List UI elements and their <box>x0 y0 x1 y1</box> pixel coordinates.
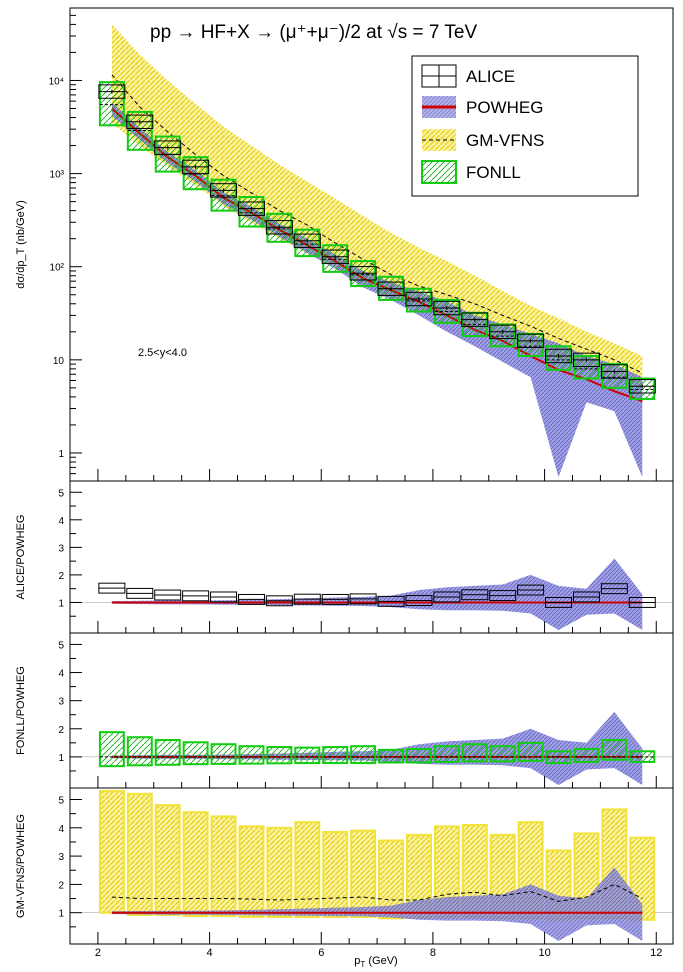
y-tick-label: 1 <box>58 909 64 920</box>
fonll-ratio-box <box>433 745 460 763</box>
gmvfns-ratio-box <box>238 825 265 918</box>
gmvfns-ratio-box <box>182 811 209 918</box>
fonll-box <box>545 345 572 371</box>
y-tick-label: 2 <box>58 725 64 736</box>
y-tick-label: 5 <box>58 488 64 499</box>
fonll-box <box>517 332 544 357</box>
fonll-ratio-box <box>154 739 181 766</box>
y-tick-label: 1 <box>58 598 64 609</box>
y-tick-label: 10³ <box>50 170 65 181</box>
fonll-box <box>601 363 628 389</box>
y-axis-label-panel-1: ALICE/POWHEG <box>15 515 27 600</box>
gmvfns-ratio-box <box>98 790 125 914</box>
powheg-band <box>111 102 643 478</box>
legend-item-gmvfns: GM-VFNS <box>422 129 544 151</box>
fonll-ratio-box <box>322 746 349 765</box>
fonll-box <box>98 81 125 127</box>
gmvfns-band <box>111 24 643 388</box>
y-tick-label: 10⁴ <box>49 76 64 87</box>
fonll-ratio-box <box>517 741 544 762</box>
panel-3-axes: 1 2 3 4 5 GM-VFNS/POWHEG <box>15 787 674 945</box>
fonll-box <box>489 323 516 348</box>
x-tick-label: 2 <box>95 947 101 959</box>
x-tick-label: 6 <box>318 947 324 959</box>
y-axis-label-panel-3: GM-VFNS/POWHEG <box>15 814 27 918</box>
y-tick-label: 3 <box>58 543 64 554</box>
x-tick-label: 10 <box>538 947 550 959</box>
gmvfns-ratio-box <box>210 815 237 918</box>
fonll-ratio-box <box>238 745 265 765</box>
legend-item-powheg: POWHEG <box>422 96 543 118</box>
x-tick-label: 4 <box>207 947 213 959</box>
legend-label-gmvfns: GM-VFNS <box>466 131 544 150</box>
gmvfns-ratio-line <box>111 883 643 902</box>
legend-item-alice: ALICE <box>421 64 515 88</box>
gmvfns-ratio-box <box>266 826 293 918</box>
y-tick-label: 10² <box>50 263 65 274</box>
panel-2-content <box>70 711 673 785</box>
y-tick-label: 3 <box>58 697 64 708</box>
annotation-rapidity: 2.5<y<4.0 <box>138 347 187 359</box>
gmvfns-ratio-box <box>126 792 153 916</box>
fonll-box <box>573 354 600 380</box>
fonll-ratio-box <box>294 746 321 765</box>
fonll-ratio-box <box>461 743 488 763</box>
legend-item-fonll: FONLL <box>421 160 521 184</box>
fonll-box <box>629 377 656 400</box>
fonll-box <box>294 228 321 258</box>
panel-0-content <box>98 24 656 478</box>
y-tick-label: 2 <box>58 880 64 891</box>
fonll-ratio-box <box>126 736 153 767</box>
fonll-ratio-box <box>406 748 432 764</box>
y-tick-label: 1 <box>58 449 64 460</box>
fonll-ratio-box <box>210 743 237 765</box>
x-tick-labels: 2 4 6 8 10 12 <box>95 947 663 959</box>
fonll-ratio-box <box>98 731 125 768</box>
fonll-ratio-box <box>182 741 209 766</box>
y-tick-label: 2 <box>58 571 64 582</box>
powheg-ratio-band <box>111 867 643 941</box>
y-tick-label: 10 <box>53 356 65 367</box>
x-axis-label: pT (GeV) <box>354 955 397 969</box>
fonll-ratio-box <box>573 748 600 763</box>
fonll-ratio-box <box>601 739 628 761</box>
fonll-box <box>238 196 265 228</box>
y-tick-label: 5 <box>58 640 64 651</box>
y-tick-label: 5 <box>58 795 64 806</box>
y-tick-label: 1 <box>58 753 64 764</box>
legend: ALICE POWHEG GM-VFNS FONLL <box>411 55 639 197</box>
powheg-ratio-band <box>111 558 643 630</box>
fonll-ratio-box <box>378 748 405 764</box>
panel-3-frame <box>69 787 674 945</box>
fonll-ratio-box <box>489 745 516 763</box>
y-axis-label-panel-0: dσ/dp_T (nb/GeV) <box>15 200 27 289</box>
fonll-ratio-box <box>266 746 293 765</box>
chart-title: pp → HF+X → (μ⁺+μ⁻)/2 at √s = 7 TeV <box>150 22 477 43</box>
y-tick-label: 4 <box>58 824 64 835</box>
y-tick-label: 4 <box>58 669 64 680</box>
gmvfns-ratio-box <box>294 821 321 918</box>
gmvfns-ratio-box <box>350 829 377 918</box>
panel-1-content <box>70 558 673 630</box>
fonll-ratio-box <box>350 745 377 765</box>
y-axis-label-panel-2: FONLL/POWHEG <box>15 666 27 755</box>
gmvfns-ratio-box <box>322 831 349 918</box>
x-tick-label: 12 <box>650 947 662 959</box>
y-tick-label: 4 <box>58 516 64 527</box>
legend-label-powheg: POWHEG <box>466 98 543 117</box>
legend-label-alice: ALICE <box>466 67 515 86</box>
gmvfns-ratio-box <box>154 804 181 916</box>
legend-label-fonll: FONLL <box>466 163 521 182</box>
x-tick-label: 8 <box>430 947 436 959</box>
y-tick-label: 3 <box>58 852 64 863</box>
panel-3-content <box>70 790 673 941</box>
